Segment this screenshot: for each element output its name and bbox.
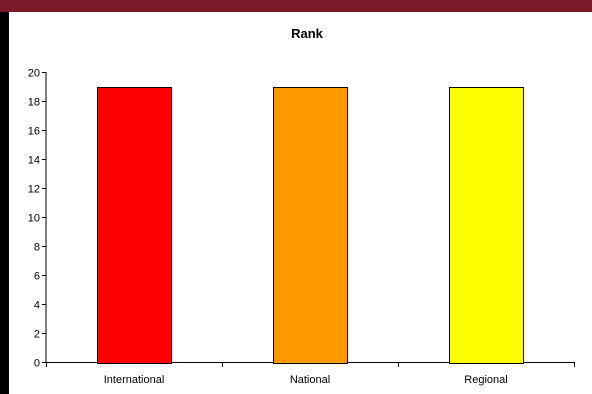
y-tick-label: 10 xyxy=(28,213,40,225)
y-tick-label: 20 xyxy=(28,68,40,80)
left-frame-band xyxy=(0,12,9,394)
y-tick-label: 14 xyxy=(28,155,40,167)
y-tick-label: 8 xyxy=(34,242,40,254)
chart-panel: Rank 0 2 4 6 8 10 12 14 16 18 20 International Nati… xyxy=(9,12,592,394)
y-tick-label: 2 xyxy=(34,329,40,341)
bar-national xyxy=(273,87,348,364)
y-tick-label: 6 xyxy=(34,271,40,283)
bar-chart: Rank 0 2 4 6 8 10 12 14 16 18 20 International Nati… xyxy=(28,26,575,386)
x-tick-label: Regional xyxy=(464,374,507,386)
y-axis: 0 2 4 6 8 10 12 14 16 18 20 xyxy=(28,68,47,370)
y-tick-label: 18 xyxy=(28,97,40,109)
y-tick-label: 12 xyxy=(28,184,40,196)
y-tick-label: 0 xyxy=(34,358,40,370)
bars xyxy=(97,87,524,364)
bar-regional xyxy=(449,87,524,364)
top-frame-band xyxy=(0,0,592,12)
chart-title: Rank xyxy=(291,26,324,41)
x-tick-label: National xyxy=(290,374,330,386)
x-tick-label: International xyxy=(104,374,165,386)
y-tick-label: 4 xyxy=(34,300,40,312)
y-tick-label: 16 xyxy=(28,126,40,138)
bar-international xyxy=(97,87,172,364)
x-axis: International National Regional xyxy=(46,362,575,386)
